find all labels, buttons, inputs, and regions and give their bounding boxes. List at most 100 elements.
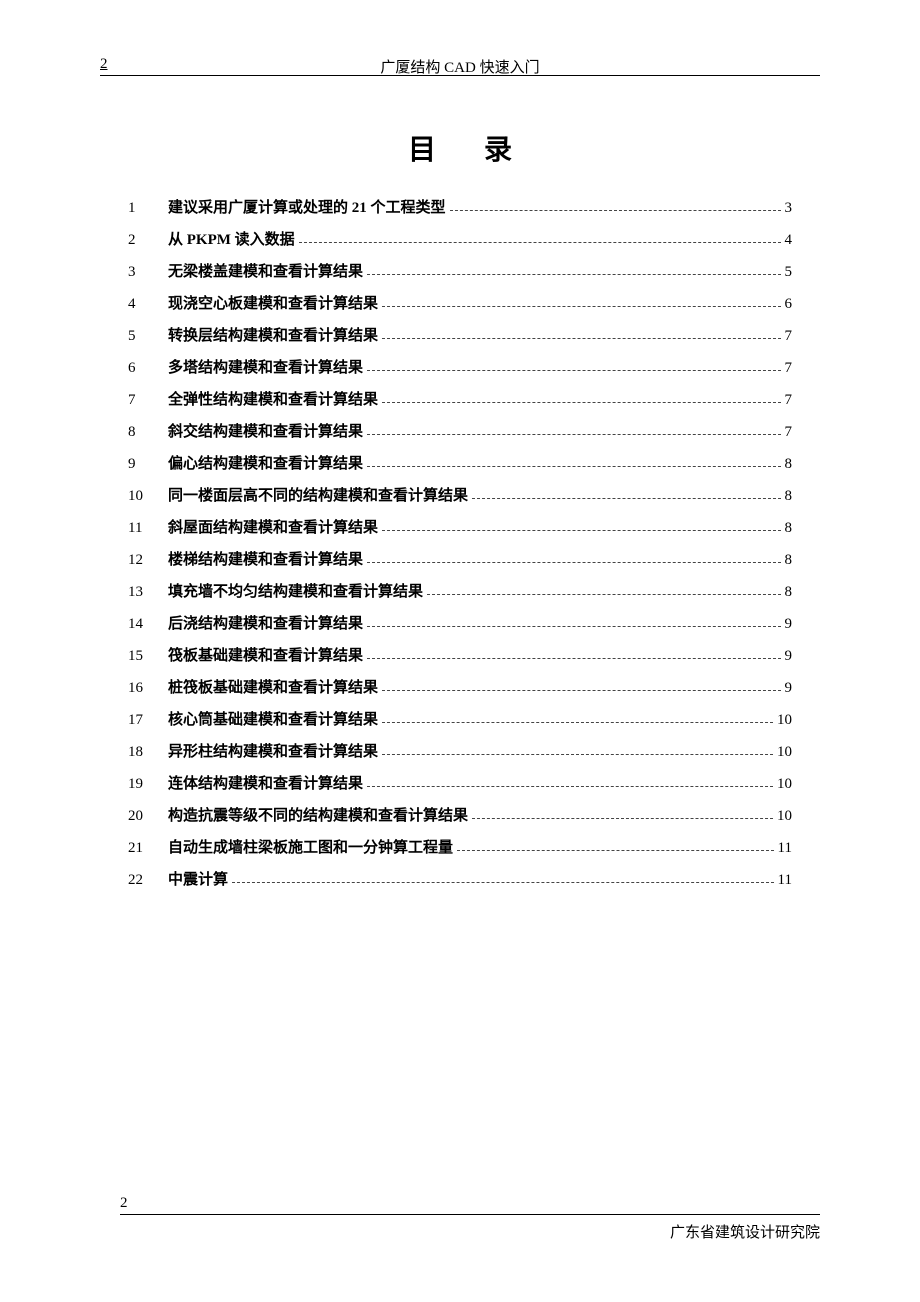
toc-leader-line xyxy=(450,210,781,211)
toc-row: 22中震计算11 xyxy=(128,868,792,892)
toc-leader-line xyxy=(382,402,780,403)
toc-leader-line xyxy=(367,370,780,371)
toc-entry-page: 10 xyxy=(777,804,792,828)
toc-entry-number: 3 xyxy=(128,260,168,284)
toc-leader-line xyxy=(382,338,780,339)
toc-leader-line xyxy=(472,818,773,819)
toc-leader-line xyxy=(457,850,774,851)
toc-entry-number: 22 xyxy=(128,868,168,892)
toc-entry-page: 8 xyxy=(785,548,793,572)
toc-entry-page: 9 xyxy=(785,644,793,668)
toc-leader-line xyxy=(299,242,781,243)
toc-entry-page: 10 xyxy=(777,708,792,732)
toc-row: 13填充墙不均匀结构建模和查看计算结果8 xyxy=(128,580,792,604)
toc-entry-page: 11 xyxy=(778,836,792,860)
toc-leader-line xyxy=(232,882,774,883)
toc-leader-line xyxy=(367,466,780,467)
toc-entry-title: 斜屋面结构建模和查看计算结果 xyxy=(168,516,378,540)
toc-entry-page: 10 xyxy=(777,740,792,764)
toc-entry-number: 5 xyxy=(128,324,168,348)
toc-entry-title: 桩筏板基础建模和查看计算结果 xyxy=(168,676,378,700)
toc-entry-number: 21 xyxy=(128,836,168,860)
toc-entry-title: 异形柱结构建模和查看计算结果 xyxy=(168,740,378,764)
toc-leader-line xyxy=(382,690,780,691)
toc-row: 9偏心结构建模和查看计算结果8 xyxy=(128,452,792,476)
toc-entry-number: 15 xyxy=(128,644,168,668)
toc-row: 7全弹性结构建模和查看计算结果7 xyxy=(128,388,792,412)
toc-entry-number: 8 xyxy=(128,420,168,444)
toc-entry-number: 2 xyxy=(128,228,168,252)
toc-row: 11斜屋面结构建模和查看计算结果 8 xyxy=(128,516,792,540)
toc-entry-page: 8 xyxy=(785,452,793,476)
toc-entry-number: 6 xyxy=(128,356,168,380)
toc-entry-number: 20 xyxy=(128,804,168,828)
toc-entry-page: 7 xyxy=(785,356,793,380)
toc-entry-title: 连体结构建模和查看计算结果 xyxy=(168,772,363,796)
toc-leader-line xyxy=(382,530,780,531)
toc-entry-number: 7 xyxy=(128,388,168,412)
toc-leader-line xyxy=(382,306,780,307)
toc-entry-number: 13 xyxy=(128,580,168,604)
toc-entry-page: 7 xyxy=(785,420,793,444)
toc-leader-line xyxy=(427,594,780,595)
header-title: 广厦结构 CAD 快速入门 xyxy=(380,56,539,77)
toc-entry-page: 7 xyxy=(785,388,793,412)
toc-entry-page: 6 xyxy=(785,292,793,316)
toc-row: 15筏板基础建模和查看计算结果 9 xyxy=(128,644,792,668)
toc-entry-number: 17 xyxy=(128,708,168,732)
toc-leader-line xyxy=(367,434,780,435)
toc-entry-page: 8 xyxy=(785,484,793,508)
toc-row: 20构造抗震等级不同的结构建模和查看计算结果 10 xyxy=(128,804,792,828)
toc-entry-title: 无梁楼盖建模和查看计算结果 xyxy=(168,260,363,284)
toc-leader-line xyxy=(472,498,780,499)
toc-entry-number: 14 xyxy=(128,612,168,636)
toc-entry-page: 5 xyxy=(785,260,793,284)
toc-entry-title: 核心筒基础建模和查看计算结果 xyxy=(168,708,378,732)
toc-leader-line xyxy=(367,658,780,659)
toc-row: 10同一楼面层高不同的结构建模和查看计算结果 8 xyxy=(128,484,792,508)
toc-entry-title: 建议采用广厦计算或处理的 21 个工程类型 xyxy=(168,196,446,220)
toc-leader-line xyxy=(367,562,780,563)
toc-entry-title: 自动生成墙柱梁板施工图和一分钟算工程量 xyxy=(168,836,453,860)
toc-entry-title: 筏板基础建模和查看计算结果 xyxy=(168,644,363,668)
toc-entry-number: 10 xyxy=(128,484,168,508)
toc-row: 5转换层结构建模和查看计算结果 7 xyxy=(128,324,792,348)
toc-entry-page: 9 xyxy=(785,676,793,700)
toc-leader-line xyxy=(367,626,780,627)
toc-entry-title: 从 PKPM 读入数据 xyxy=(168,228,295,252)
toc-entry-number: 11 xyxy=(128,516,168,540)
toc-entry-title: 全弹性结构建模和查看计算结果 xyxy=(168,388,378,412)
toc-leader-line xyxy=(367,786,773,787)
toc-entry-page: 4 xyxy=(785,228,793,252)
toc-row: 6多塔结构建模和查看计算结果 7 xyxy=(128,356,792,380)
toc-entry-page: 7 xyxy=(785,324,793,348)
toc-row: 18异形柱结构建模和查看计算结果10 xyxy=(128,740,792,764)
toc-entry-title: 多塔结构建模和查看计算结果 xyxy=(168,356,363,380)
toc-entry-number: 1 xyxy=(128,196,168,220)
toc-entry-title: 填充墙不均匀结构建模和查看计算结果 xyxy=(168,580,423,604)
toc-entry-number: 4 xyxy=(128,292,168,316)
toc-entry-title: 偏心结构建模和查看计算结果 xyxy=(168,452,363,476)
toc-main-title: 目录 xyxy=(0,128,920,168)
toc-entry-title: 同一楼面层高不同的结构建模和查看计算结果 xyxy=(168,484,468,508)
toc-entry-number: 19 xyxy=(128,772,168,796)
toc-entry-page: 8 xyxy=(785,516,793,540)
toc-leader-line xyxy=(382,722,773,723)
page-header: 2 广厦结构 CAD 快速入门 xyxy=(100,56,820,76)
toc-row: 19连体结构建模和查看计算结果10 xyxy=(128,772,792,796)
toc-leader-line xyxy=(367,274,780,275)
footer-organization: 广东省建筑设计研究院 xyxy=(100,1221,820,1242)
toc-row: 3无梁楼盖建模和查看计算结果 5 xyxy=(128,260,792,284)
toc-entry-title: 转换层结构建模和查看计算结果 xyxy=(168,324,378,348)
toc-entry-page: 3 xyxy=(785,196,793,220)
toc-row: 12楼梯结构建模和查看计算结果8 xyxy=(128,548,792,572)
toc-row: 4现浇空心板建模和查看计算结果6 xyxy=(128,292,792,316)
toc-entry-page: 9 xyxy=(785,612,793,636)
toc-row: 21自动生成墙柱梁板施工图和一分钟算工程量 11 xyxy=(128,836,792,860)
toc-row: 16桩筏板基础建模和查看计算结果9 xyxy=(128,676,792,700)
toc-entry-title: 构造抗震等级不同的结构建模和查看计算结果 xyxy=(168,804,468,828)
toc-entry-title: 中震计算 xyxy=(168,868,228,892)
header-page-number: 2 xyxy=(100,56,108,73)
toc-entry-title: 后浇结构建模和查看计算结果 xyxy=(168,612,363,636)
page-footer: 2 广东省建筑设计研究院 xyxy=(100,1195,820,1242)
